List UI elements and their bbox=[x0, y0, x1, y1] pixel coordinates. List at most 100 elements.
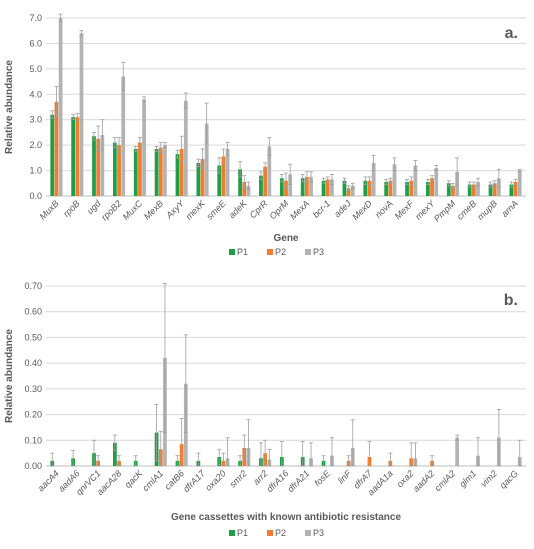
legend-label-P3: P3 bbox=[313, 247, 324, 257]
bar-P1 bbox=[405, 182, 409, 196]
legend-swatch-P1 bbox=[229, 249, 235, 255]
legend-swatch-P2 bbox=[267, 249, 273, 255]
legend-swatch-P3 bbox=[305, 530, 311, 536]
bar-P3 bbox=[330, 179, 334, 196]
y-tick-label: 0.70 bbox=[24, 281, 42, 291]
bar-P1 bbox=[217, 165, 222, 196]
bar-P2 bbox=[325, 179, 330, 196]
bar-P3 bbox=[455, 437, 460, 466]
bar-P2 bbox=[409, 180, 414, 196]
bar-P2 bbox=[304, 176, 309, 196]
y-tick-label: 6.0 bbox=[29, 38, 42, 48]
bar-P2 bbox=[367, 180, 372, 196]
x-tick-label: MexD bbox=[350, 198, 374, 222]
bar-P2 bbox=[54, 101, 59, 196]
x-tick-label: smeE bbox=[204, 198, 228, 222]
bar-P3 bbox=[246, 185, 251, 196]
bar-P1 bbox=[384, 182, 389, 196]
x-tick-label: dfrA16 bbox=[265, 468, 291, 494]
bar-P3 bbox=[309, 176, 313, 196]
x-tick-label: MexB bbox=[142, 198, 165, 221]
bar-P3 bbox=[350, 185, 355, 196]
bar-P3 bbox=[288, 174, 293, 196]
bar-P1 bbox=[363, 180, 368, 196]
y-tick-label: 5.0 bbox=[29, 64, 42, 74]
bar-P1 bbox=[196, 162, 201, 196]
x-tick-label: cmeB bbox=[455, 198, 478, 221]
x-tick-label: MexF bbox=[393, 198, 416, 221]
bar-P3 bbox=[413, 165, 418, 196]
panel-label: b. bbox=[504, 292, 518, 309]
x-tick-label: arnA bbox=[499, 198, 520, 219]
y-tick-label: 0.0 bbox=[29, 191, 42, 201]
bar-P3 bbox=[58, 18, 63, 196]
bar-P1 bbox=[71, 117, 76, 196]
bar-P1 bbox=[300, 178, 305, 196]
bar-P1 bbox=[238, 169, 242, 196]
bar-P2 bbox=[179, 148, 184, 196]
y-tick-label: 0.60 bbox=[24, 307, 42, 317]
bar-P2 bbox=[75, 117, 80, 196]
y-tick-label: 0.00 bbox=[24, 461, 42, 471]
bar-P1 bbox=[321, 180, 326, 196]
y-tick-label: 0.20 bbox=[24, 410, 42, 420]
legend-label-P1: P1 bbox=[237, 247, 248, 257]
bar-P3 bbox=[225, 148, 230, 196]
x-tick-label: MuxB bbox=[38, 198, 61, 221]
bar-P2 bbox=[430, 178, 434, 196]
bar-P2 bbox=[158, 147, 163, 196]
x-tick-label: cmlA1 bbox=[140, 468, 165, 493]
bar-P3 bbox=[476, 182, 480, 196]
bar-P2 bbox=[471, 184, 476, 196]
y-axis-label: Relative abundance bbox=[4, 329, 15, 423]
x-tick-label: dfrA17 bbox=[181, 468, 208, 495]
bar-P2 bbox=[96, 138, 101, 196]
bar-P2 bbox=[346, 188, 351, 196]
x-tick-label: PmpM bbox=[432, 198, 458, 224]
bar-P1 bbox=[112, 142, 117, 196]
bar-P1 bbox=[154, 148, 159, 196]
x-tick-label: dfrA21 bbox=[285, 468, 311, 494]
x-tick-label: mupB bbox=[475, 198, 499, 222]
y-tick-label: 3.0 bbox=[29, 115, 42, 125]
x-tick-label: smr2 bbox=[227, 468, 248, 489]
x-tick-label: glm1 bbox=[457, 468, 478, 489]
y-tick-label: 0.50 bbox=[24, 332, 42, 342]
bar-P1 bbox=[50, 114, 55, 196]
bar-P1 bbox=[446, 183, 451, 196]
bar-P3 bbox=[204, 123, 209, 196]
y-tick-label: 4.0 bbox=[29, 89, 42, 99]
y-tick-label: 7.0 bbox=[29, 13, 42, 23]
x-tick-label: MuxC bbox=[121, 198, 145, 222]
bar-P2 bbox=[388, 180, 393, 196]
bar-P3 bbox=[100, 134, 105, 196]
bar-P3 bbox=[371, 162, 376, 196]
bar-P1 bbox=[259, 175, 263, 196]
legend-swatch-P1 bbox=[229, 530, 235, 536]
legend-label-P3: P3 bbox=[313, 528, 324, 538]
legend-label-P2: P2 bbox=[275, 528, 286, 538]
x-tick-label: vim2 bbox=[479, 468, 500, 489]
bar-P3 bbox=[434, 168, 439, 196]
bar-P3 bbox=[183, 100, 188, 196]
x-tick-label: bcr-1 bbox=[311, 198, 332, 219]
x-tick-label: cmlA2 bbox=[433, 468, 458, 493]
bar-P1 bbox=[426, 182, 430, 196]
x-tick-label: OprM bbox=[267, 198, 290, 221]
bar-P1 bbox=[342, 180, 347, 196]
bar-P3 bbox=[142, 99, 146, 196]
legend-swatch-P2 bbox=[267, 530, 273, 536]
bar-P2 bbox=[138, 142, 142, 196]
bar-P3 bbox=[163, 145, 167, 196]
x-axis-label: Gene bbox=[273, 233, 298, 244]
x-tick-label: qacG bbox=[498, 468, 520, 490]
bar-P2 bbox=[221, 156, 226, 196]
x-tick-label: aacA4 bbox=[36, 468, 61, 493]
bar-P1 bbox=[279, 178, 284, 196]
y-tick-label: 1.0 bbox=[29, 166, 42, 176]
bar-P3 bbox=[267, 146, 272, 196]
x-tick-label: CprR bbox=[248, 198, 270, 220]
x-tick-label: mexK bbox=[184, 198, 208, 222]
panel-label: a. bbox=[505, 25, 518, 42]
